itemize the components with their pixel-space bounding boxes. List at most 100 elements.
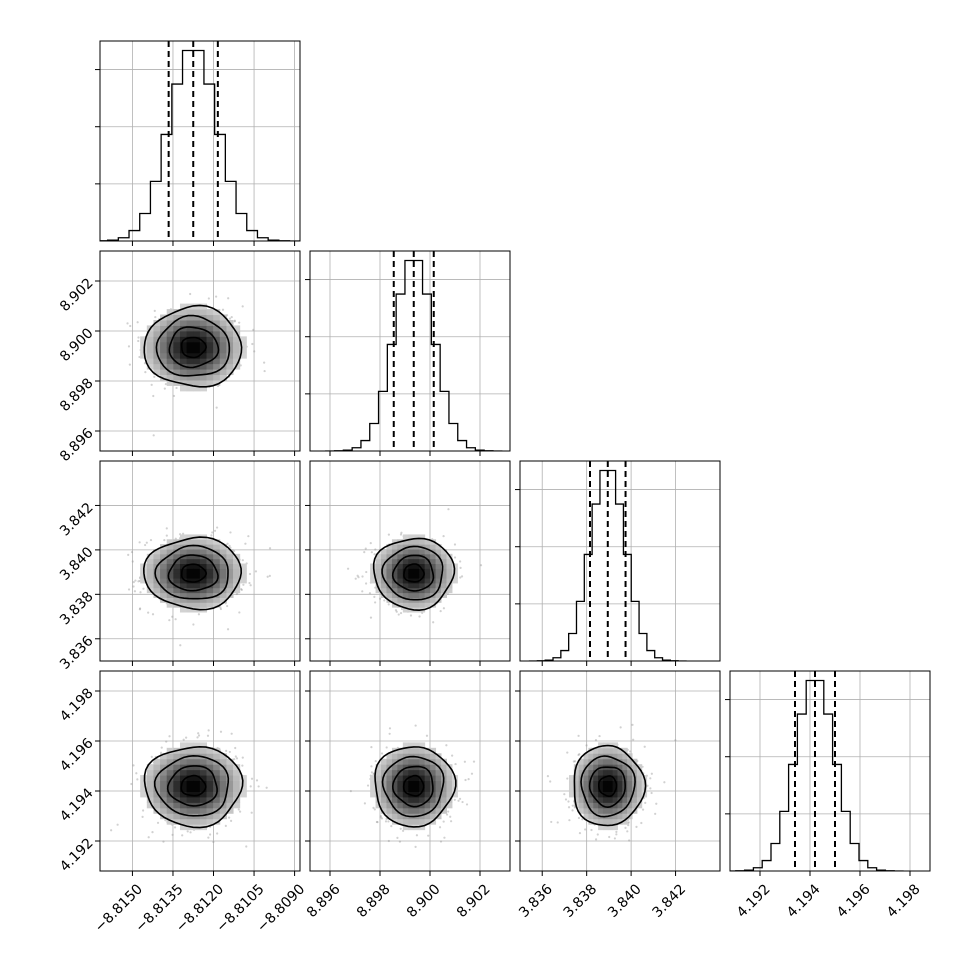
density-cell <box>153 553 161 560</box>
density-cell <box>573 786 580 792</box>
density-cell <box>622 758 628 765</box>
scatter-point <box>165 534 168 537</box>
density-cell <box>617 786 623 792</box>
density-cell <box>193 330 201 337</box>
density-cell <box>239 563 247 569</box>
density-cell <box>153 548 161 555</box>
scatter-point <box>364 547 367 550</box>
density-cell <box>402 534 409 540</box>
density-cell <box>578 791 585 798</box>
panel-frame <box>99 670 301 872</box>
density-cell <box>173 314 181 321</box>
density-cell <box>430 813 437 820</box>
density-cell <box>213 363 221 370</box>
scatter-point <box>171 833 174 836</box>
scatter-point <box>451 754 454 757</box>
density-cell <box>193 764 201 771</box>
density-cell <box>435 573 442 579</box>
density-cell <box>173 352 181 359</box>
density-cell <box>397 780 404 787</box>
density-cell <box>386 813 393 820</box>
density-cell <box>179 319 188 326</box>
scatter-point <box>594 838 598 841</box>
scatter-point <box>230 732 233 735</box>
scatter-point <box>229 546 232 549</box>
density-cell <box>419 780 426 787</box>
density-cell <box>391 786 398 792</box>
density-cell <box>166 539 174 545</box>
density-cell <box>602 786 609 792</box>
density-cell <box>386 780 393 787</box>
density-cell <box>386 587 393 594</box>
scatter-point <box>464 778 467 782</box>
density-cell <box>419 597 426 603</box>
scatter-point <box>130 782 133 786</box>
density-cell <box>173 363 181 370</box>
density-cell <box>446 780 453 787</box>
density-cell <box>397 791 404 798</box>
scatter-point <box>152 394 155 398</box>
scatter-point <box>147 836 150 839</box>
density-cell <box>391 548 398 555</box>
scatter-point <box>566 751 569 754</box>
scatter-point <box>250 777 254 780</box>
density-cell <box>173 791 181 798</box>
density-cell <box>186 742 194 749</box>
density-cell <box>160 791 168 798</box>
density-cell <box>413 747 420 754</box>
density-cell <box>226 336 234 343</box>
density-cell <box>617 775 623 782</box>
density-cell <box>179 780 188 787</box>
density-cell <box>166 592 174 598</box>
scatter-point <box>644 801 647 804</box>
density-cell <box>153 358 161 365</box>
density-cell <box>573 769 580 776</box>
density-cell <box>413 534 420 540</box>
density-cell <box>408 568 415 574</box>
density-cell <box>186 747 194 754</box>
density-cell <box>173 544 181 550</box>
density-cell <box>391 573 398 579</box>
density-cell <box>627 758 633 765</box>
density-cell <box>179 775 188 782</box>
scatter-point <box>366 784 370 787</box>
contour-level-3 <box>142 536 243 611</box>
scatter-point <box>370 765 373 768</box>
density-cell <box>160 563 168 569</box>
density-cell <box>166 764 174 771</box>
density-cell <box>430 747 437 754</box>
density-cell <box>140 341 148 348</box>
density-cell <box>424 807 431 814</box>
scatter-point <box>131 560 134 563</box>
density-cell <box>193 796 201 803</box>
density-cell <box>199 548 208 555</box>
density-cell <box>397 758 404 765</box>
density-cell <box>186 807 194 814</box>
scatter-point <box>564 798 568 801</box>
density-cell <box>386 548 393 555</box>
density-cell <box>226 369 234 376</box>
density-cell <box>583 791 589 798</box>
density-cell <box>598 769 604 776</box>
density-cell <box>381 775 387 782</box>
density-cell <box>239 352 247 359</box>
scatter-point <box>197 732 200 735</box>
scatter-point <box>445 813 449 816</box>
density-cell <box>193 379 201 386</box>
density-cell <box>381 587 387 594</box>
density-cell <box>193 818 201 825</box>
scatter-point <box>571 809 574 812</box>
density-cell <box>424 539 431 545</box>
density-cell <box>173 319 181 326</box>
y-tick-label: 3.838 <box>57 589 97 629</box>
density-cell <box>206 764 214 771</box>
scatter-point <box>387 533 390 536</box>
x-tick-label: 3.838 <box>561 881 601 921</box>
density-cell <box>424 602 431 608</box>
density-cell <box>186 325 194 332</box>
density-cell <box>179 818 188 825</box>
density-cell <box>408 539 415 545</box>
density-cell <box>199 352 208 359</box>
density-cell <box>166 802 174 809</box>
